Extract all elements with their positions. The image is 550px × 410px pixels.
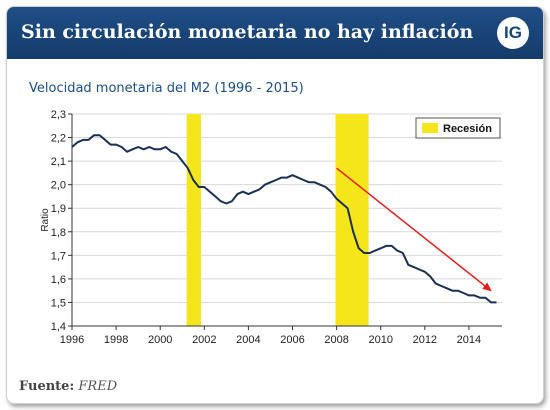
x-tick-label: 2006 [280, 334, 304, 346]
legend-swatch [422, 123, 438, 133]
source-note: Fuente: FRED [19, 379, 117, 394]
trend-arrow [336, 167, 492, 292]
y-tick-label: 1,9 [51, 203, 66, 215]
x-tick-label: 2010 [368, 334, 392, 346]
x-tick-label: 1996 [60, 334, 84, 346]
series-line [71, 134, 497, 304]
recession-band [186, 114, 201, 326]
y-tick-label: 1,6 [51, 274, 66, 286]
ig-logo: IG [497, 17, 529, 49]
source-label: Fuente: [19, 379, 75, 394]
title-bar: Sin circulación monetaria no hay inflaci… [7, 7, 543, 59]
x-tick-label: 2014 [457, 334, 481, 346]
y-tick-label: 1,7 [51, 250, 66, 262]
y-axis-label: Ratio [40, 208, 51, 232]
y-tick-label: 1,8 [51, 227, 66, 239]
chart-card: Sin circulación monetaria no hay inflaci… [6, 6, 544, 404]
y-tick-label: 2,1 [51, 156, 66, 168]
y-tick-label: 2,2 [51, 133, 66, 145]
y-tick-label: 1,5 [51, 297, 66, 309]
y-tick-label: 2,3 [51, 109, 66, 121]
x-tick-label: 2012 [413, 334, 437, 346]
x-tick-label: 2002 [192, 334, 216, 346]
y-tick-label: 1,4 [51, 321, 66, 333]
x-tick-label: 2000 [148, 334, 172, 346]
x-tick-label: 2004 [236, 334, 260, 346]
x-tick-label: 1998 [104, 334, 128, 346]
recession-band [335, 114, 369, 326]
chart-title: Velocidad monetaria del M2 (1996 - 2015) [29, 81, 304, 96]
x-tick-label: 2008 [324, 334, 348, 346]
legend-label: Recesión [443, 123, 492, 135]
page-title: Sin circulación monetaria no hay inflaci… [21, 21, 474, 43]
source-value: FRED [78, 379, 118, 394]
y-tick-label: 2,0 [51, 180, 66, 192]
